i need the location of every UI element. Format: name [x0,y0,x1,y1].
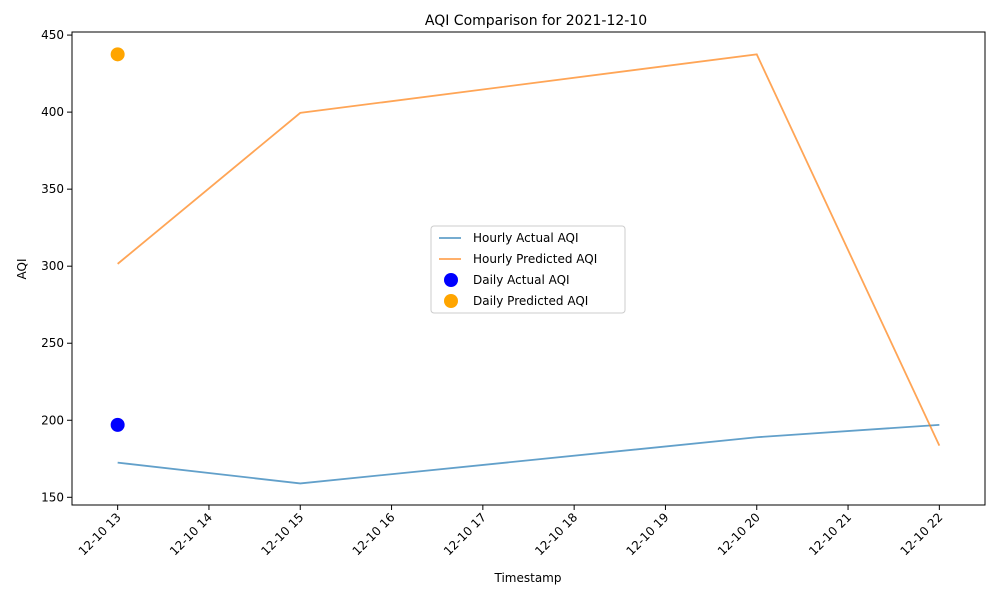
x-tick-label: 12-10 21 [806,510,854,558]
legend-box [430,225,626,314]
legend-label-2: Daily Actual AQI [473,273,570,287]
legend-label-1: Hourly Predicted AQI [473,252,597,266]
y-tick-label: 450 [41,28,64,42]
y-tick-label: 150 [41,490,64,504]
series-line-1 [117,53,941,447]
plot-frame [71,31,986,506]
y-tick-label: 400 [41,105,64,119]
legend-swatch-3 [444,294,458,308]
legend: Hourly Actual AQI Hourly Predicted AQI Dai… [430,225,626,314]
legend-label-0: Hourly Actual AQI [473,231,579,245]
x-tick-label: 12-10 14 [167,510,215,558]
scatter-point-1-0 [110,47,125,62]
x-axis: 12-10 13 12-10 14 12-10 15 12-10 16 12-10 17… [76,505,945,558]
x-tick-label: 12-10 19 [624,510,672,558]
plot-area [71,31,986,506]
x-tick-label: 12-10 18 [532,510,580,558]
scatter-point-0-0 [110,417,125,432]
x-tick-label: 12-10 15 [258,510,306,558]
x-tick-label: 12-10 17 [441,510,489,558]
y-tick-label: 200 [41,413,64,427]
y-tick-label: 250 [41,336,64,350]
y-axis-label: AQI [15,259,29,280]
y-axis: 150 200 250 300 350 400 450 [41,28,72,504]
x-tick-label: 12-10 20 [715,510,763,558]
x-axis-label: Timestamp [494,571,562,585]
legend-label-3: Daily Predicted AQI [473,294,588,308]
x-tick-label: 12-10 22 [897,510,945,558]
y-tick-label: 300 [41,259,64,273]
x-tick-label: 12-10 13 [76,510,124,558]
series-line-0 [117,423,940,485]
legend-swatch-2 [444,273,458,287]
y-tick-label: 350 [41,182,64,196]
x-tick-label: 12-10 16 [350,510,398,558]
chart-title: AQI Comparison for 2021-12-10 [425,13,647,29]
